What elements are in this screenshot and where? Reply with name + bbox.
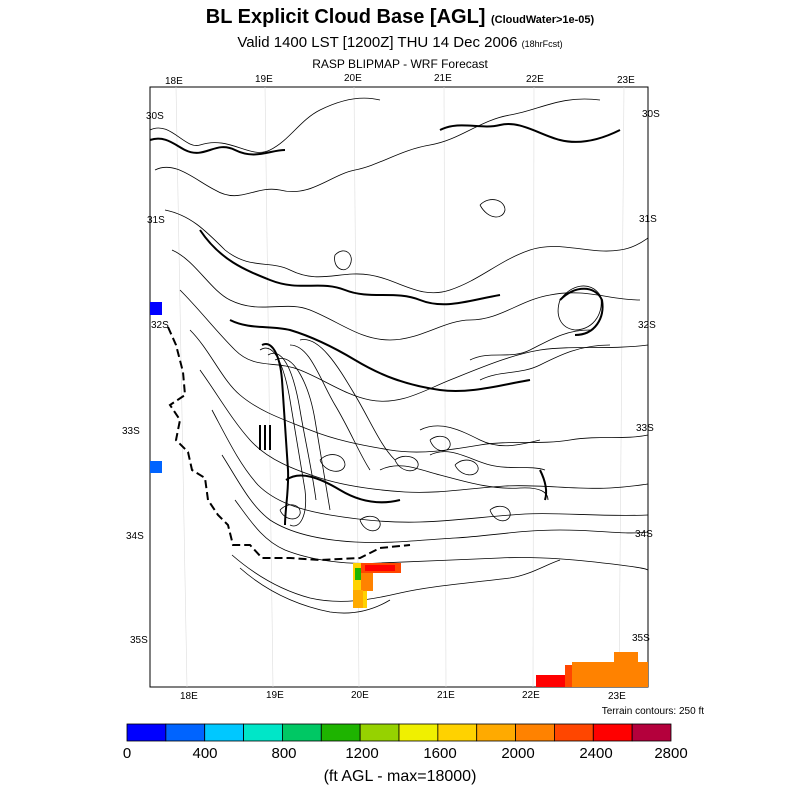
top-lon-label: 19E — [255, 74, 273, 85]
colorbar-swatch — [554, 723, 594, 742]
right-lat-label: 30S — [642, 109, 660, 120]
subtitle-note: (18hrFcst) — [521, 39, 563, 49]
bottom-lon-label: 23E — [608, 691, 626, 702]
cell-orange-se2 — [614, 652, 638, 664]
top-lon-label: 21E — [434, 73, 452, 84]
colorbar-swatch — [282, 723, 322, 742]
bottom-lon-label: 22E — [522, 690, 540, 701]
colorbar-label: 1600 — [423, 745, 457, 762]
left-lat-label: 31S — [147, 215, 165, 226]
right-lat-label: 33S — [636, 423, 654, 434]
colorbar-swatch — [398, 723, 439, 742]
cell-amber — [353, 590, 363, 608]
colorbar-swatch — [320, 723, 361, 742]
colorbar-swatch — [204, 723, 244, 742]
colorbar-label: 0 — [122, 745, 132, 762]
bottom-lon-label: 20E — [351, 690, 369, 701]
cell-red — [365, 565, 395, 571]
title-text: BL Explicit Cloud Base [AGL] — [205, 6, 486, 28]
major-contours — [149, 123, 621, 526]
title-note: (CloudWater>1e-05) — [491, 14, 595, 26]
colorbar-swatch — [359, 723, 400, 742]
right-lat-label: 32S — [638, 320, 656, 331]
bottom-lon-label: 18E — [180, 691, 198, 702]
colorbar-label: 800 — [271, 745, 297, 762]
bottom-lon-label: 19E — [266, 690, 284, 701]
colorbar-units: (ft AGL - max=18000) — [323, 768, 477, 785]
right-lat-label: 35S — [632, 633, 650, 644]
chart-subtitle: Valid 1400 LST [1200Z] THU 14 Dec 2006 (… — [0, 34, 800, 51]
left-lat-label: 30S — [146, 111, 164, 122]
left-lat-label: 34S — [126, 531, 144, 542]
colorbar-swatch — [592, 723, 633, 742]
colorbar-swatch — [437, 723, 478, 742]
top-lon-label: 20E — [344, 73, 362, 84]
colorbar-label: 1200 — [345, 745, 379, 762]
colorbar — [126, 723, 672, 742]
bottom-lon-label: 21E — [437, 690, 455, 701]
subtitle-text: Valid 1400 LST [1200Z] THU 14 Dec 2006 — [237, 34, 518, 51]
top-lon-label: 22E — [526, 74, 544, 85]
map-frame — [149, 86, 649, 688]
top-lon-label: 18E — [165, 76, 183, 87]
left-lat-label: 33S — [122, 426, 140, 437]
colorbar-label: 2800 — [654, 745, 688, 762]
colorbar-label: 400 — [192, 745, 218, 762]
colorbar-swatch — [126, 723, 167, 742]
terrain-contours — [149, 97, 649, 614]
cell-orange — [361, 573, 373, 591]
cell-green — [355, 568, 361, 580]
cloudbase-cells — [150, 302, 648, 687]
top-lon-label: 23E — [617, 75, 635, 86]
colorbar-swatch — [476, 723, 516, 742]
cell-blue — [150, 302, 162, 315]
terrain-contour-note: Terrain contours: 250 ft — [601, 706, 704, 717]
colorbar-swatch — [165, 723, 206, 742]
colorbar-label: 2000 — [501, 745, 535, 762]
chart-title: BL Explicit Cloud Base [AGL] (CloudWater… — [0, 6, 800, 29]
coastline — [167, 326, 411, 562]
colorbar-swatch — [243, 723, 283, 742]
cell-orange-se — [572, 662, 648, 687]
colorbar-label: 2400 — [579, 745, 613, 762]
colorbar-swatch — [631, 723, 672, 742]
left-lat-label: 35S — [130, 635, 148, 646]
right-lat-label: 34S — [635, 529, 653, 540]
left-lat-label: 32S — [151, 320, 169, 331]
model-label: RASP BLIPMAP - WRF Forecast — [312, 57, 488, 71]
right-lat-label: 31S — [639, 214, 657, 225]
colorbar-swatch — [515, 723, 555, 742]
cell-lightblue — [150, 461, 162, 473]
